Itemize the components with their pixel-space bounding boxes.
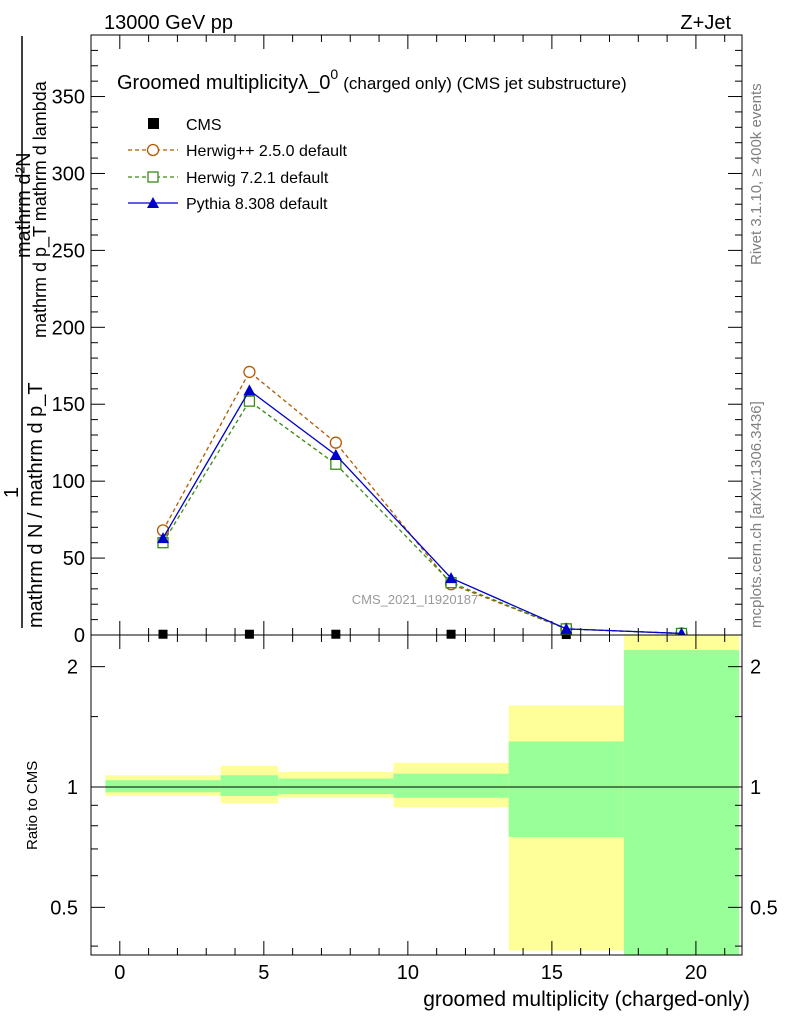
series-3-point [243, 384, 256, 396]
header-right: Z+Jet [680, 12, 731, 34]
title-suffix: (charged only) (CMS jet substructure) [343, 74, 626, 93]
ratio-band-inner [220, 775, 279, 796]
ratio-band-inner [508, 741, 624, 837]
cms-data-point [158, 629, 168, 639]
plot-title: Groomed multiplicityλ_00 (charged only) (… [117, 66, 627, 94]
analysis-watermark: CMS_2021_I1920187 [352, 592, 479, 607]
ratio-ytick-label-right: 0.5 [750, 897, 778, 919]
cms-data-point [331, 629, 341, 639]
cms-data-point [244, 629, 254, 639]
series-2-point [243, 395, 256, 407]
legend-herwigpp-label: Herwig++ 2.5.0 default [186, 143, 348, 160]
ylabel-upper: mathrm d²N [13, 152, 35, 258]
series-2-point [330, 458, 342, 470]
mcplots-label: mcplots.cern.ch [arXiv:1306.3436] [748, 401, 765, 628]
main-ylabel: mathrm d²N mathrm d p_T mathrm d lambda … [1, 36, 51, 628]
title-sup: 0 [330, 66, 338, 82]
x-axis-label: groomed multiplicity (charged-only) [423, 988, 750, 1011]
main-ytick-label: 150 [52, 394, 85, 416]
legend-herwig7-marker [147, 171, 159, 183]
legend-pythia-label: Pythia 8.308 default [186, 196, 328, 213]
ratio-band-inner [623, 650, 740, 955]
ratio-ylabel: Ratio to CMS [24, 761, 41, 850]
ratio-frame [90, 634, 743, 956]
ratio-band-inner [278, 778, 394, 795]
ratio-ytick-label-right: 1 [750, 777, 761, 799]
series-3-point [560, 622, 573, 634]
series-3-point [445, 572, 458, 584]
series-1-point [329, 436, 342, 449]
ylabel-upper-sub: mathrm d p_T mathrm d lambda [30, 80, 51, 338]
ratio-xtick-label: 20 [685, 962, 707, 984]
main-ytick-label: 50 [63, 548, 85, 570]
main-ytick-label: 300 [52, 163, 85, 185]
legend-cms-marker [148, 118, 159, 129]
legend-herwigpp-marker [146, 143, 160, 157]
legend-pythia-marker [147, 197, 159, 208]
series-3-point [329, 449, 342, 460]
series-3-point [157, 532, 170, 544]
main-axes: 50 100 150 200 250 300 350 0 [52, 35, 742, 647]
cms-data-point [446, 629, 456, 639]
main-ytick-label: 250 [52, 240, 85, 262]
main-ytick-label: 100 [52, 471, 85, 493]
ratio-xtick-label: 5 [258, 962, 269, 984]
ylabel-lower: mathrm d N / mathrm d p_T [25, 382, 47, 628]
ratio-band-inner [393, 773, 509, 798]
title-main: Groomed multiplicityλ_0 [117, 72, 330, 94]
main-ytick-label: 0 [74, 625, 85, 647]
ratio-bands [105, 635, 740, 955]
series-3-line [162, 389, 682, 635]
legend-cms-label: CMS [186, 117, 222, 134]
series-1-point [243, 365, 256, 379]
ylabel-prefix: 1 [1, 487, 23, 498]
rivet-label: Rivet 3.1.10, ≥ 400k events [748, 83, 765, 265]
legend-herwig7-label: Herwig 7.2.1 default [186, 170, 329, 187]
ratio-ytick-label: 1 [67, 777, 78, 799]
main-ytick-label: 200 [52, 317, 85, 339]
ratio-ytick-label: 0.5 [50, 897, 78, 919]
ratio-xtick-label: 15 [541, 962, 563, 984]
ratio-ytick-label: 2 [67, 657, 78, 679]
legend: CMS Herwig++ 2.5.0 default Herwig 7.2.1 … [128, 117, 348, 213]
ratio-ytick-label-right: 2 [750, 657, 761, 679]
ratio-band-inner [105, 780, 221, 793]
main-ytick-label: 350 [52, 87, 85, 109]
ratio-xtick-label: 0 [114, 962, 125, 984]
header-left: 13000 GeV pp [104, 12, 233, 34]
ratio-axes: 0.5 0.51 12 20 5 10 15 20 [50, 635, 778, 984]
ratio-xtick-label: 10 [397, 962, 419, 984]
